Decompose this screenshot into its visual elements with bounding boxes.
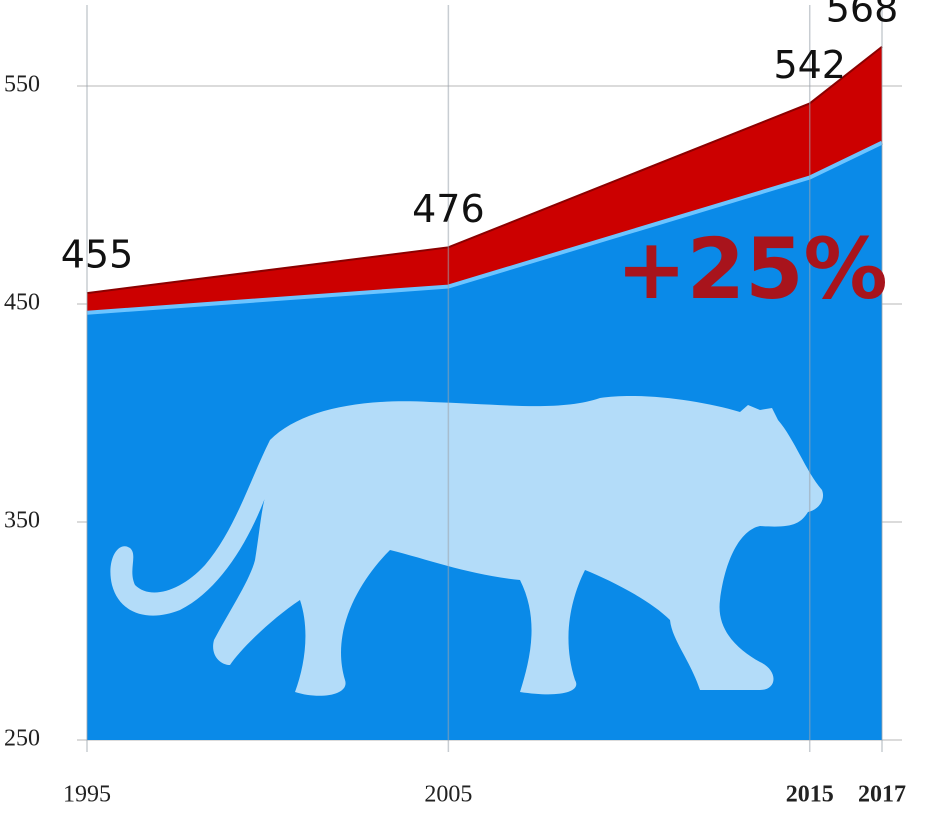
annotation: +25% (616, 220, 887, 318)
areas (86, 45, 883, 740)
y-tick-label: 450 (4, 290, 40, 316)
data-label: 568 (826, 0, 899, 30)
front-layer: 250 350 450 550 1995 2005 2015 2017 455 476 542 568… (4, 0, 906, 808)
data-label: 542 (773, 43, 846, 87)
x-tick-label: 2017 (858, 782, 906, 808)
x-tick-label: 1995 (63, 782, 111, 808)
x-tick-label: 2005 (424, 782, 472, 808)
y-tick-label: 250 (4, 726, 40, 752)
data-label: 455 (61, 233, 134, 277)
y-tick-label: 350 (4, 508, 40, 534)
area-edge (86, 140, 883, 315)
x-tick-label: 2015 (786, 782, 834, 808)
area-edge (86, 45, 883, 295)
y-tick-label: 550 (4, 72, 40, 98)
data-label: 476 (412, 187, 485, 231)
tiger-silhouette (110, 395, 824, 696)
